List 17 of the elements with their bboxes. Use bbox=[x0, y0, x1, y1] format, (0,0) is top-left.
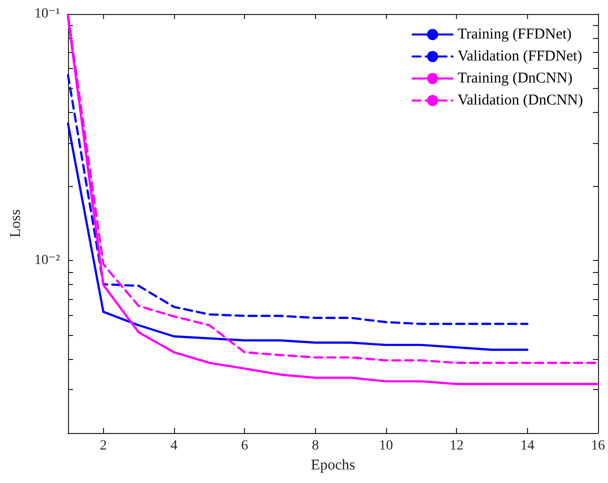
x-tick-label: 16 bbox=[591, 438, 605, 454]
x-tick-label: 14 bbox=[520, 438, 534, 454]
x-tick-label: 4 bbox=[170, 438, 178, 454]
x-tick-label: 8 bbox=[312, 438, 319, 454]
line-series bbox=[66, 122, 528, 351]
legend-label: Training (FFDNet) bbox=[458, 26, 572, 42]
y-tick-label: 10⁻¹ bbox=[34, 6, 60, 22]
x-tick-label: 2 bbox=[100, 438, 107, 454]
x-tick-label: 6 bbox=[241, 438, 248, 454]
y-axis-title: Loss bbox=[8, 209, 24, 238]
legend-label: Training (DnCNN) bbox=[458, 70, 572, 86]
legend-label: Validation (DnCNN) bbox=[458, 92, 584, 108]
legend-label: Validation (FFDNet) bbox=[458, 48, 582, 64]
x-tick-label: 12 bbox=[450, 438, 464, 454]
x-axis-title: Epochs bbox=[310, 457, 356, 474]
x-tick-label: 10 bbox=[379, 438, 393, 454]
y-tick-label: 10⁻² bbox=[34, 253, 60, 268]
